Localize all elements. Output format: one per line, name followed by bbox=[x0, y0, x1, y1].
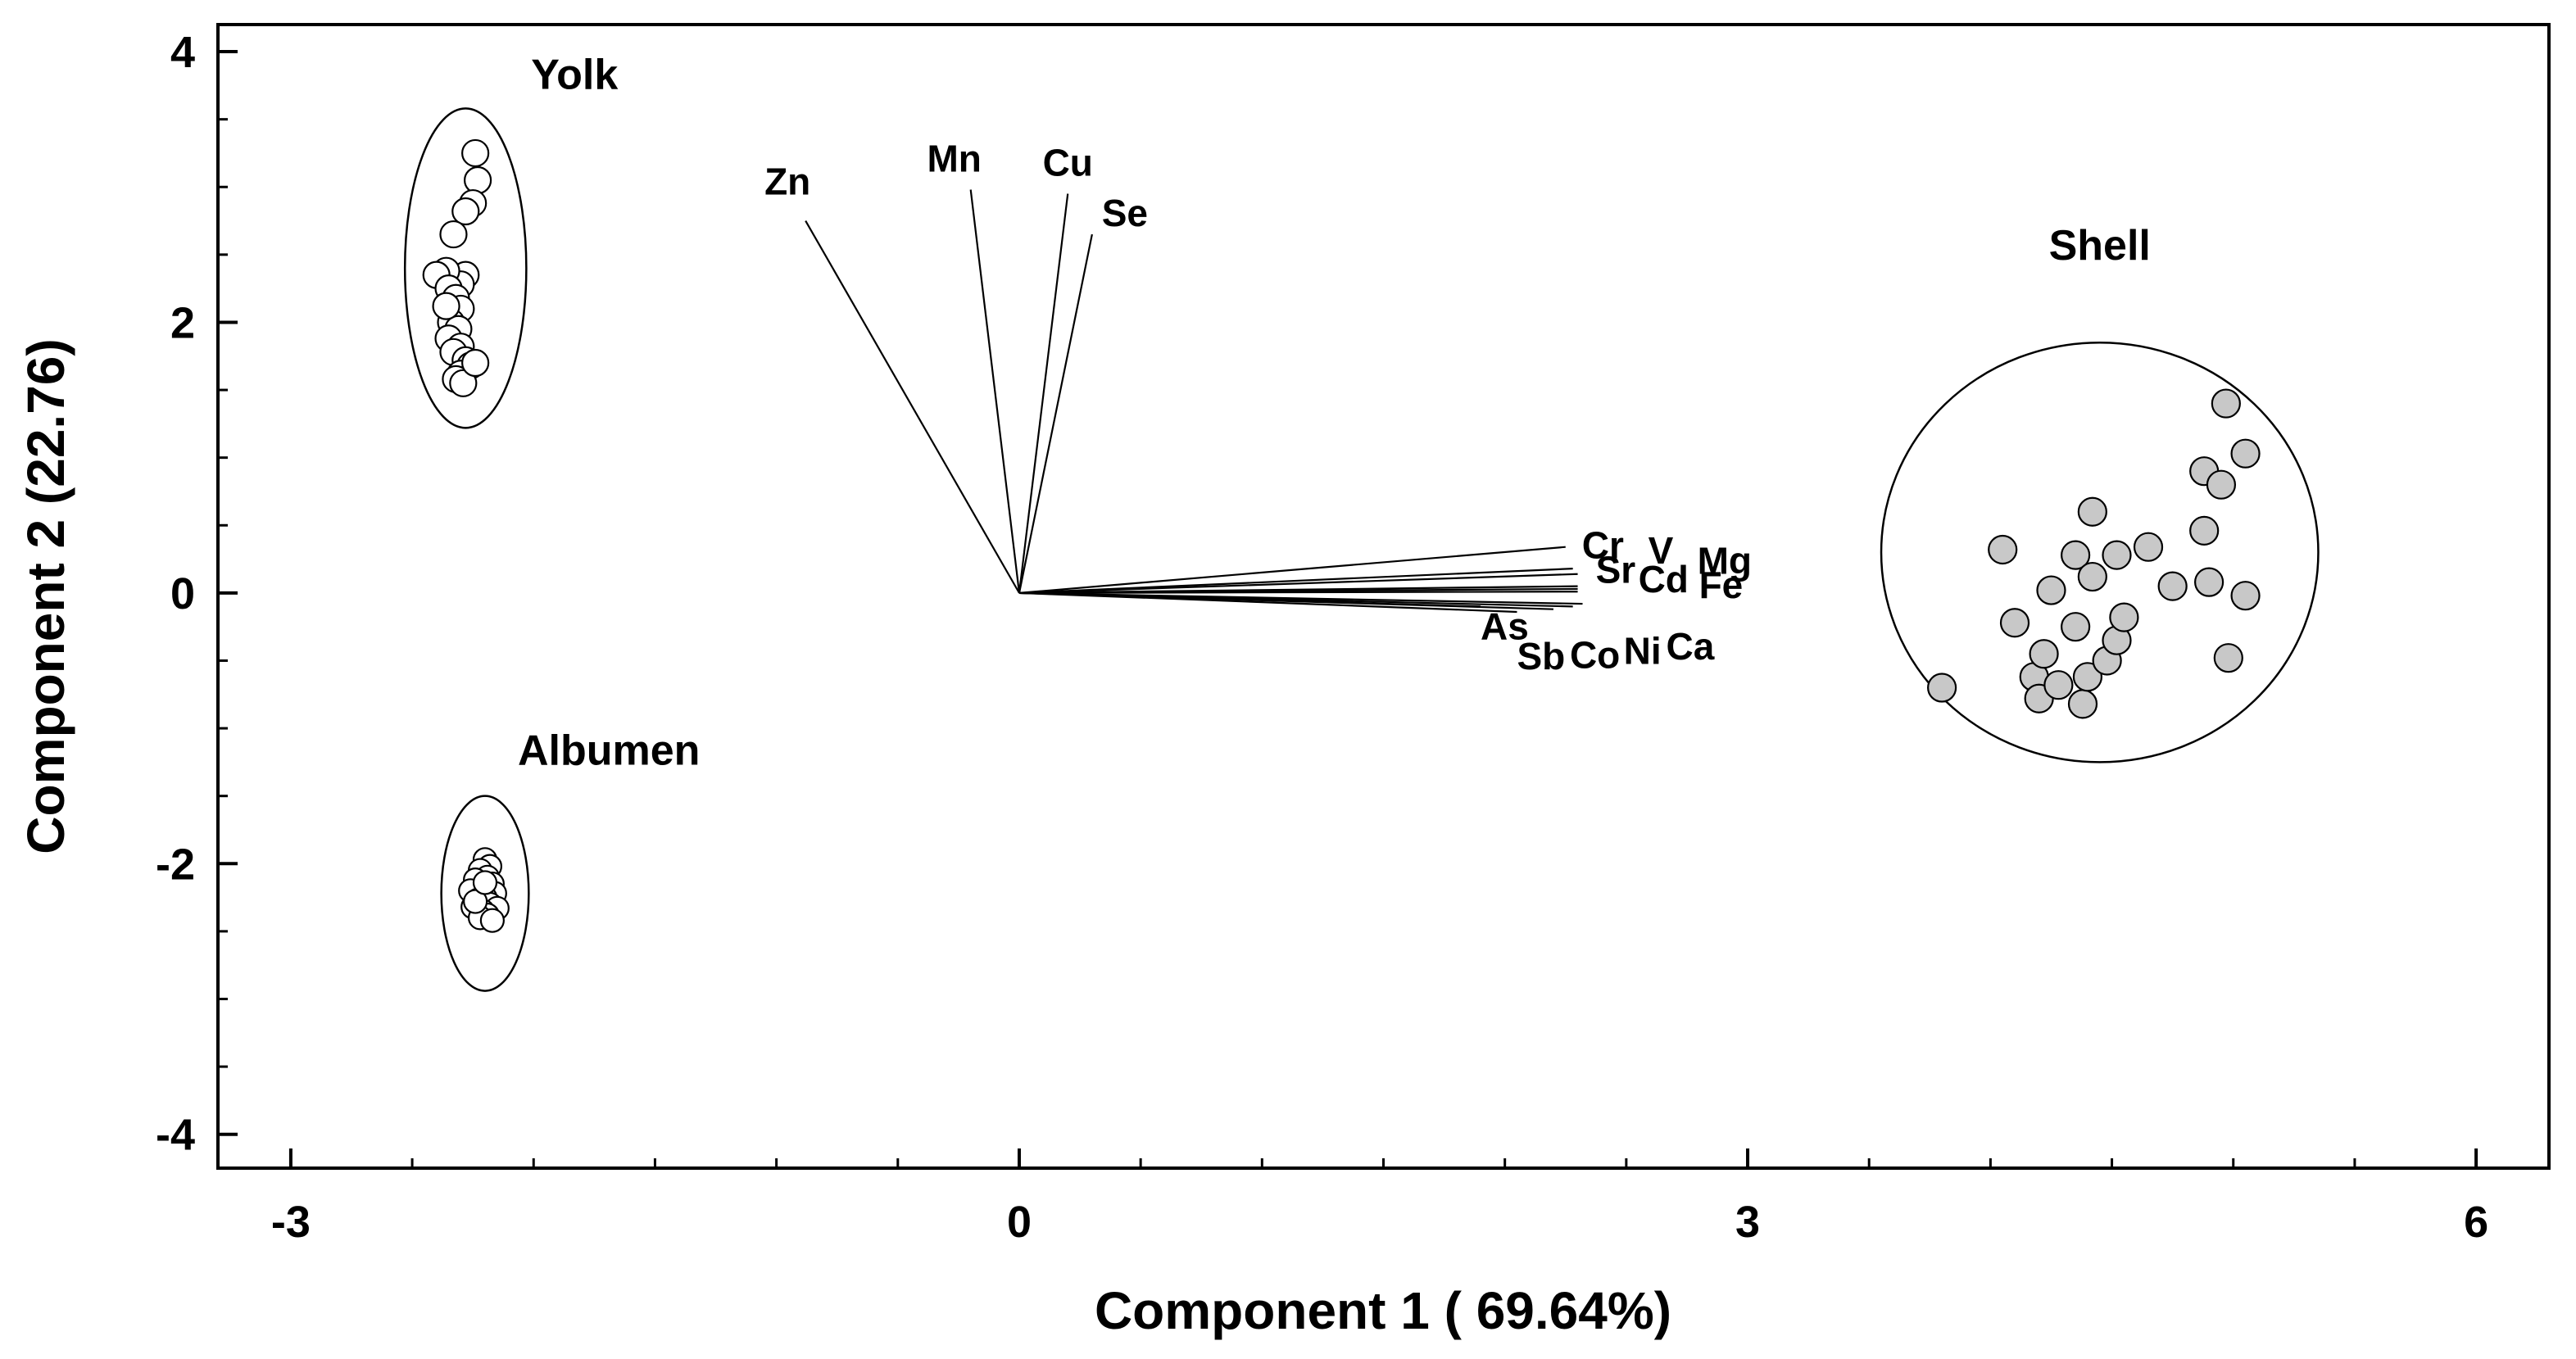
y-tick-label: 2 bbox=[170, 298, 195, 347]
mn-loading-label: Mn bbox=[927, 138, 981, 180]
shell-point bbox=[2077, 496, 2107, 527]
albumen-point bbox=[479, 908, 505, 933]
shell-point bbox=[2157, 571, 2188, 601]
shell-cluster-ellipse bbox=[1880, 341, 2320, 763]
loading-vectors bbox=[805, 189, 1583, 614]
fe-loading-vector bbox=[1018, 591, 1578, 594]
x-tick-label: -3 bbox=[271, 1198, 311, 1247]
albumen-label: Albumen bbox=[518, 727, 700, 775]
shell-point bbox=[2061, 612, 2091, 642]
x-axis: -3 0 3 6 bbox=[271, 1148, 2488, 1247]
shell-point bbox=[2109, 602, 2139, 632]
x-axis-title: Component 1 ( 69.64%) bbox=[1095, 1281, 1671, 1340]
cu-loading-label: Cu bbox=[1043, 142, 1093, 184]
shell-point bbox=[2194, 567, 2225, 597]
y-tick-label: -4 bbox=[156, 1111, 195, 1160]
shell-point bbox=[2077, 561, 2107, 592]
zn-loading-label: Zn bbox=[764, 161, 810, 203]
se-loading-label: Se bbox=[1102, 192, 1148, 234]
shell-point bbox=[2213, 643, 2243, 673]
shell-point bbox=[1927, 673, 1957, 703]
yolk-point bbox=[439, 220, 468, 249]
yolk-point bbox=[461, 348, 490, 378]
shell-point bbox=[2189, 515, 2220, 546]
co-loading-label: Co bbox=[1570, 634, 1620, 677]
ni-loading-label: Ni bbox=[1624, 629, 1662, 672]
cluster-ellipses bbox=[403, 107, 2320, 992]
shell-point bbox=[2036, 575, 2066, 605]
shell-point bbox=[2072, 662, 2103, 692]
x-tick-label: 6 bbox=[2464, 1198, 2488, 1247]
shell-point bbox=[2230, 438, 2261, 469]
zn-loading-vector bbox=[805, 220, 1020, 594]
fe-loading-label: Fe bbox=[1699, 564, 1744, 606]
sample-points bbox=[422, 138, 2261, 933]
sb-loading-label: Sb bbox=[1517, 635, 1565, 677]
yolk-label: Yolk bbox=[531, 51, 618, 98]
shell-point bbox=[2230, 581, 2261, 611]
shell-point bbox=[2043, 670, 2074, 700]
yolk-point bbox=[432, 292, 460, 320]
v-loading-vector bbox=[1018, 568, 1573, 594]
y-axis-title: Component 2 (22.76) bbox=[16, 338, 75, 854]
y-tick-label: 4 bbox=[170, 28, 195, 77]
plot-area-frame bbox=[216, 23, 2551, 1170]
ca-loading-label: Ca bbox=[1667, 625, 1715, 668]
shell-point bbox=[1988, 534, 2018, 565]
shell-point bbox=[2067, 689, 2098, 719]
yolk-point bbox=[463, 165, 492, 195]
yolk-point bbox=[449, 369, 478, 397]
y-tick-label: -2 bbox=[156, 840, 195, 889]
shell-point bbox=[2211, 388, 2241, 419]
yolk-point bbox=[451, 197, 480, 226]
x-tick-label: 0 bbox=[1007, 1198, 1032, 1247]
y-tick-label: 0 bbox=[170, 569, 195, 618]
sr-loading-label: Sr bbox=[1596, 549, 1636, 591]
yolk-cluster-ellipse bbox=[403, 107, 528, 429]
shell-point bbox=[1999, 608, 2030, 638]
shell-point bbox=[2102, 540, 2132, 570]
shell-point bbox=[2061, 540, 2091, 570]
as-loading-label: As bbox=[1481, 605, 1529, 647]
y-axis: -4 -2 0 2 4 bbox=[156, 28, 238, 1160]
se-loading-vector bbox=[1018, 233, 1093, 594]
cr-loading-label: Cr bbox=[1582, 524, 1624, 567]
albumen-point bbox=[472, 870, 498, 895]
cd-loading-label: Cd bbox=[1639, 558, 1689, 600]
group-labels: Yolk Albumen Shell bbox=[518, 51, 2151, 774]
cu-loading-vector bbox=[1018, 193, 1069, 594]
v-loading-label: V bbox=[1649, 529, 1674, 572]
shell-point bbox=[2029, 639, 2059, 669]
shell-point bbox=[2206, 469, 2237, 500]
shell-label: Shell bbox=[2049, 222, 2151, 270]
albumen-cluster-ellipse bbox=[440, 795, 530, 992]
shell-point bbox=[2133, 532, 2164, 562]
mg-loading-vector bbox=[1018, 573, 1578, 594]
x-tick-label: 3 bbox=[1735, 1198, 1760, 1247]
mn-loading-vector bbox=[969, 189, 1021, 594]
cr-loading-vector bbox=[1018, 546, 1566, 594]
ca-loading-vector bbox=[1018, 591, 1583, 605]
mg-loading-label: Mg bbox=[1698, 540, 1752, 582]
yolk-point bbox=[461, 138, 490, 168]
